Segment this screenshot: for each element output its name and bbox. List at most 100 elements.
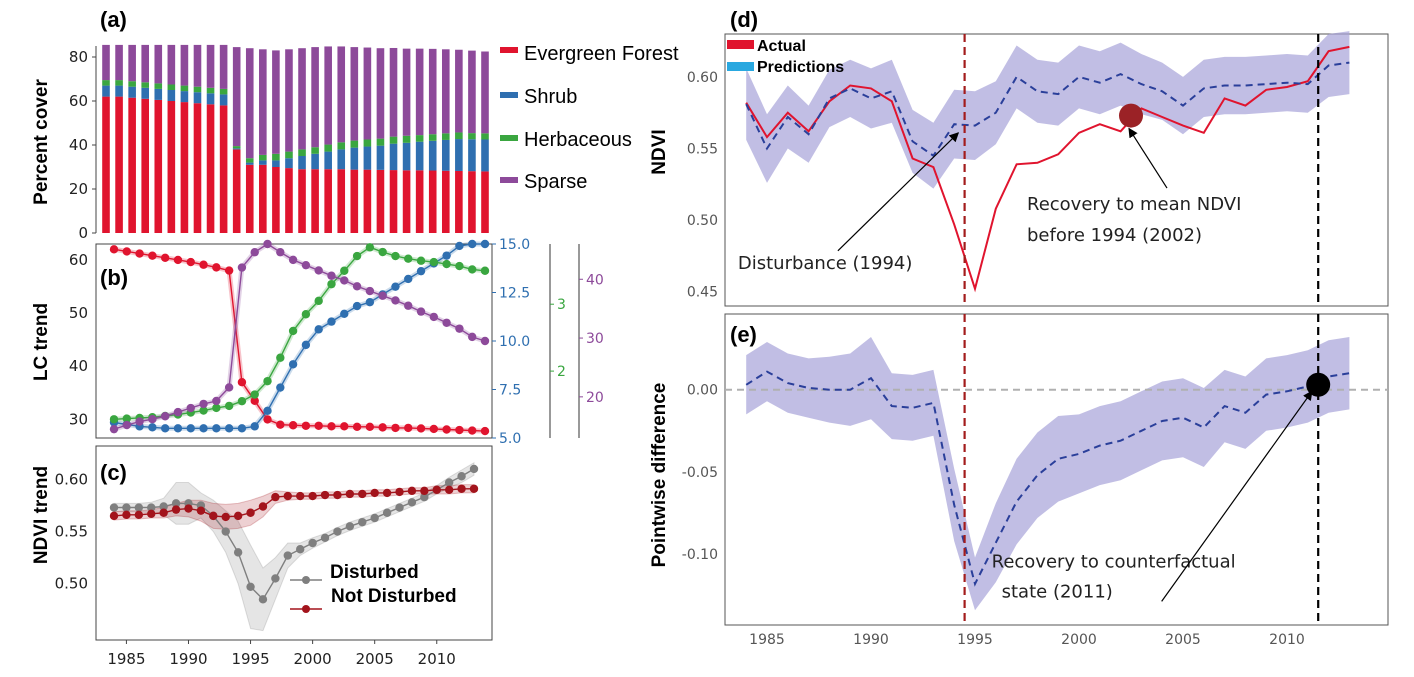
panel-a-bars [102, 44, 489, 234]
bar-herbaceous-2001 [324, 144, 332, 152]
point-shrub-2012 [468, 239, 477, 249]
panel-c-label: (c) [100, 460, 127, 485]
panel-d-ylabel: NDVI [649, 129, 670, 174]
point-evergreen-forest-2010 [442, 425, 451, 434]
legend-label-herbaceous: Herbaceous [524, 129, 632, 151]
panel-e-frame [724, 313, 1389, 626]
series-line-herbaceous [113, 246, 486, 420]
point-not-disturbed-1995 [246, 508, 255, 517]
bar-shrub-2010 [441, 139, 450, 171]
point-not-disturbed-2000 [308, 491, 317, 501]
bar-herbaceous-2012 [468, 133, 476, 140]
point-herbaceous-1994 [237, 397, 247, 406]
bar-herbaceous-2011 [455, 132, 463, 140]
point-sparse-2011 [455, 324, 464, 333]
point-evergreen-forest-1988 [160, 253, 170, 263]
point-disturbed-2007 [395, 503, 404, 512]
bar-herbaceous-1992 [206, 87, 215, 94]
point-disturbed-1999 [296, 545, 305, 554]
bar-shrub-1994 [232, 148, 241, 150]
panel-c-ytick-label: 0.60 [55, 470, 88, 488]
legend-swatch-predictions [727, 62, 754, 71]
bar-herbaceous-2009 [428, 134, 437, 141]
panel-e-label: (e) [730, 322, 757, 347]
bar-evergreen-forest-2006 [389, 170, 398, 233]
point-not-disturbed-2001 [320, 490, 330, 500]
bar-shrub-1992 [206, 93, 215, 105]
bar-sparse-1994 [232, 47, 241, 147]
point-shrub-2008 [416, 266, 426, 276]
legend-swatch-actual [727, 40, 754, 49]
legend-swatch-herbaceous [500, 135, 518, 141]
point-sparse-1994 [237, 263, 247, 272]
bar-sparse-1998 [285, 49, 293, 152]
series-band-shrub [113, 241, 485, 431]
bar-herbaceous-1995 [245, 158, 254, 163]
point-shrub-1999 [301, 340, 311, 350]
panel-b-label: (b) [100, 265, 128, 290]
point-sparse-1989 [173, 407, 183, 417]
point-sparse-1996 [263, 239, 272, 249]
bar-shrub-1998 [285, 158, 293, 169]
bar-sparse-1984 [102, 44, 110, 81]
series-band-evergreen-forest [113, 246, 486, 434]
bar-sparse-1992 [206, 44, 215, 88]
point-not-disturbed-2013 [469, 484, 479, 493]
point-sparse-2002 [340, 276, 349, 285]
bar-sparse-1986 [128, 44, 136, 82]
legend-swatch-shrub [500, 92, 518, 98]
point-sparse-2012 [468, 332, 477, 342]
panel-d-label: (d) [730, 7, 758, 32]
point-sparse-2000 [314, 266, 323, 275]
point-shrub-1989 [173, 424, 183, 433]
panel-c-ytick-label: 0.50 [55, 575, 88, 593]
bar-shrub-2008 [415, 141, 424, 171]
point-shrub-1992 [212, 424, 221, 433]
recovery-marker [1119, 103, 1143, 128]
legend-label-sparse: Sparse [524, 171, 587, 193]
panel-e-annotations: Recovery to counterfactual state (2011) [992, 390, 1313, 602]
bar-shrub-1989 [167, 90, 176, 101]
legend-marker-not-disturbed [302, 605, 310, 613]
point-disturbed-1997 [271, 574, 280, 583]
point-evergreen-forest-1996 [263, 415, 272, 424]
point-disturbed-1986 [134, 503, 144, 512]
point-sparse-1992 [212, 396, 221, 406]
panel-e-series [725, 314, 1388, 625]
legend-label-predictions: Predictions [757, 59, 844, 76]
point-herbaceous-2010 [442, 259, 451, 269]
series-line-evergreen-forest [113, 248, 486, 432]
point-not-disturbed-2005 [370, 488, 379, 498]
panel-b-ytick-label: 2 [557, 364, 566, 380]
bar-herbaceous-1987 [141, 82, 150, 88]
panel-c-xtick-label: 1990 [169, 650, 207, 668]
panel-e-ytick-label: 0.00 [687, 383, 718, 399]
bar-sparse-2007 [402, 48, 411, 136]
point-shrub-1991 [199, 424, 208, 433]
point-evergreen-forest-2004 [365, 422, 375, 432]
panel-d-annotations: Disturbance (1994) Recovery to mean NDVI… [738, 127, 1241, 274]
panel-b: (b) LC trend 30 40 50 60 5.0 7.5 10.0 12.5 15.0 2… [31, 237, 604, 447]
panel-e-ytick-label: -0.05 [682, 465, 718, 481]
legend-label-disturbed: Disturbed [330, 562, 419, 583]
point-shrub-2006 [391, 282, 400, 291]
point-not-disturbed-1987 [147, 509, 156, 518]
panel-d-legend: Actual Predictions [727, 38, 844, 76]
bar-shrub-2004 [363, 146, 372, 170]
bar-evergreen-forest-1986 [128, 97, 136, 233]
panel-e-xtick-label: 2005 [1165, 632, 1201, 648]
point-sparse-2010 [442, 318, 451, 327]
panel-d-ytick-label: 0.50 [687, 213, 718, 229]
bar-shrub-1993 [219, 94, 228, 106]
point-shrub-1997 [276, 383, 285, 392]
point-herbaceous-1999 [301, 310, 311, 319]
panel-b-ytick-label: 60 [69, 251, 88, 269]
bar-sparse-2004 [363, 47, 372, 140]
bar-shrub-1987 [141, 87, 150, 99]
bar-shrub-2012 [468, 139, 476, 172]
point-not-disturbed-2007 [395, 487, 404, 497]
point-not-disturbed-1992 [209, 511, 218, 521]
bar-shrub-1984 [102, 85, 110, 97]
point-herbaceous-1998 [288, 326, 298, 336]
panel-e: (e) Pointwise difference -0.10 -0.05 0.00 1… [649, 313, 1389, 648]
